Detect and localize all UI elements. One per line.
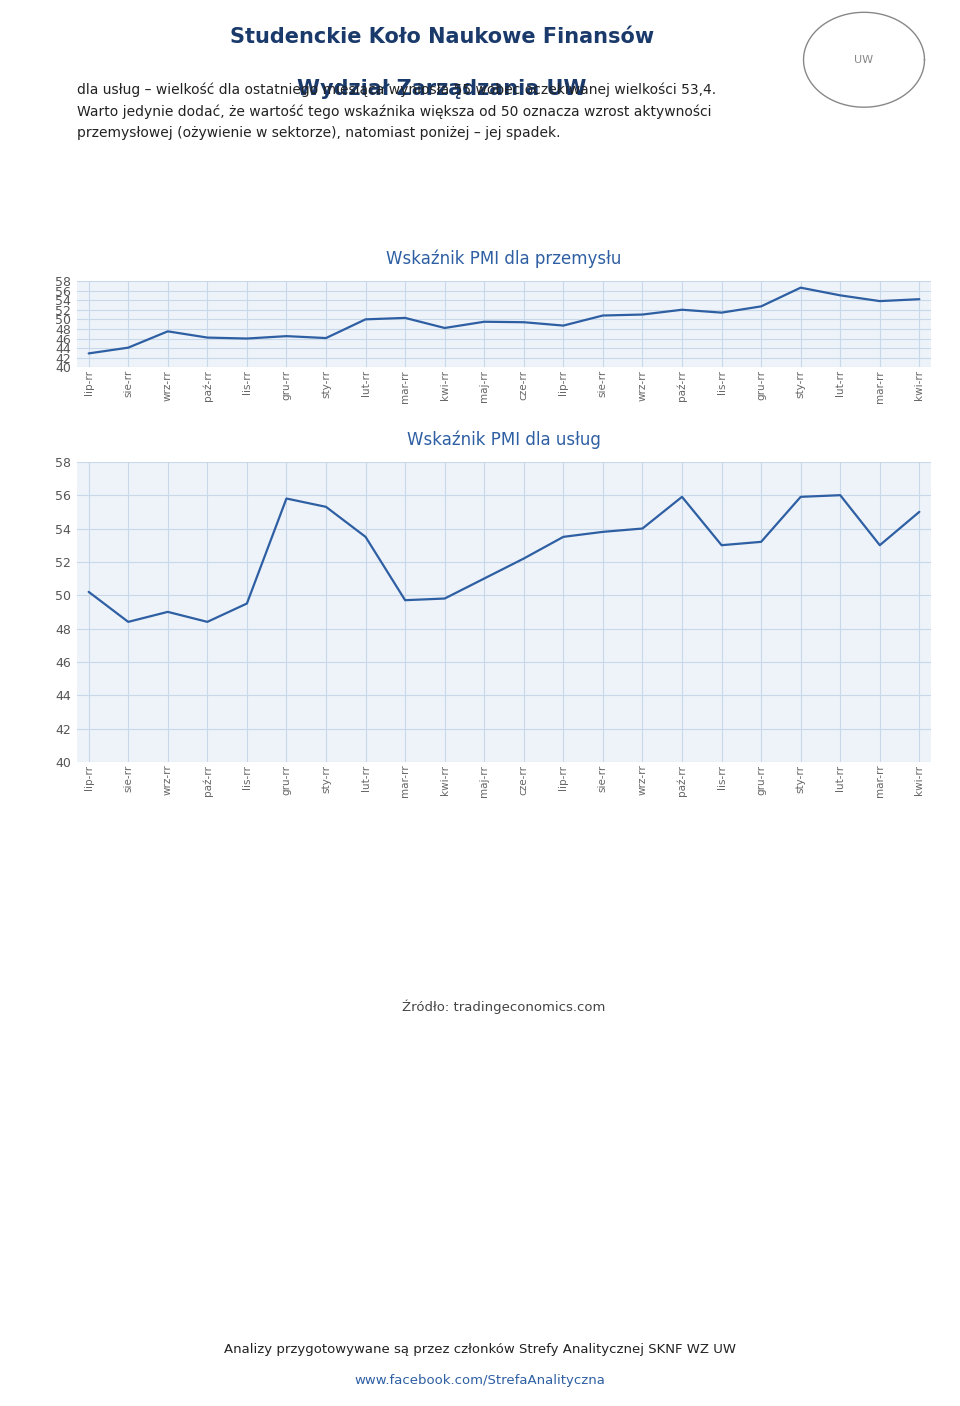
Text: dla usług – wielkość dla ostatniego miesiąca wyniosła 55 wobec oczekiwanej wielk: dla usług – wielkość dla ostatniego mies…: [77, 83, 716, 141]
Title: Wskaźnik PMI dla usług: Wskaźnik PMI dla usług: [407, 430, 601, 449]
Bar: [25, 52, 32, 75]
Bar: [79, 60, 85, 75]
Bar: [58, 49, 64, 75]
Text: Wydział Zarządzania UW: Wydział Zarządzania UW: [297, 79, 587, 100]
Text: SKNF: SKNF: [35, 83, 71, 96]
Bar: [47, 56, 54, 75]
Text: Analizy przygotowywane są przez członków Strefy Analitycznej SKNF WZ UW: Analizy przygotowywane są przez członków…: [224, 1343, 736, 1357]
Text: www.facebook.com/StrefaAnalityczna: www.facebook.com/StrefaAnalityczna: [354, 1374, 606, 1388]
Text: Studenckie Koło Naukowe Finansów: Studenckie Koło Naukowe Finansów: [229, 27, 654, 46]
Bar: [67, 44, 74, 75]
Text: UW: UW: [854, 55, 874, 65]
Bar: [36, 45, 42, 75]
Text: Źródło: tradingeconomics.com: Źródło: tradingeconomics.com: [402, 1000, 606, 1014]
Title: Wskaźnik PMI dla przemysłu: Wskaźnik PMI dla przemysłu: [386, 250, 622, 269]
